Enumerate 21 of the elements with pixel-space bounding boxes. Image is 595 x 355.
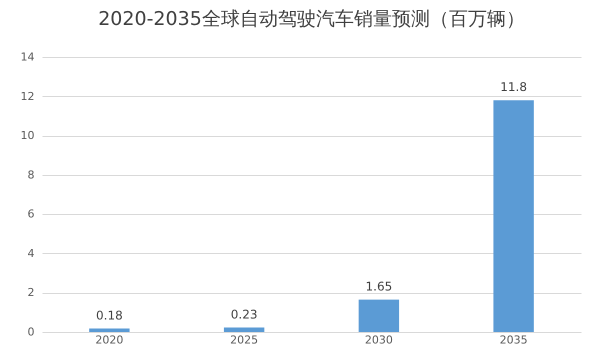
y-tick-label: 12 bbox=[20, 90, 34, 103]
x-tick-label: 2030 bbox=[364, 334, 393, 346]
chart-title: 2020-2035全球自动驾驶汽车销量预测（百万辆） bbox=[98, 8, 525, 30]
bar bbox=[89, 328, 130, 332]
y-tick-label: 10 bbox=[20, 129, 34, 142]
y-tick-label: 0 bbox=[28, 326, 34, 338]
y-tick-label: 2 bbox=[28, 286, 34, 300]
bar bbox=[224, 327, 264, 332]
x-tick-label: 2020 bbox=[95, 334, 124, 346]
data-label: 0.18 bbox=[96, 308, 123, 322]
y-tick-label: 6 bbox=[28, 208, 34, 221]
bar bbox=[493, 100, 534, 332]
bar bbox=[358, 300, 400, 332]
data-label: 0.23 bbox=[230, 307, 258, 322]
x-tick-label: 2035 bbox=[500, 334, 528, 346]
data-label: 1.65 bbox=[366, 280, 392, 294]
data-label: 11.8 bbox=[500, 80, 527, 94]
y-tick-label: 4 bbox=[28, 246, 34, 260]
x-tick-label: 2025 bbox=[230, 334, 258, 346]
y-tick-label: 14 bbox=[20, 50, 34, 64]
y-tick-label: 8 bbox=[28, 168, 34, 182]
